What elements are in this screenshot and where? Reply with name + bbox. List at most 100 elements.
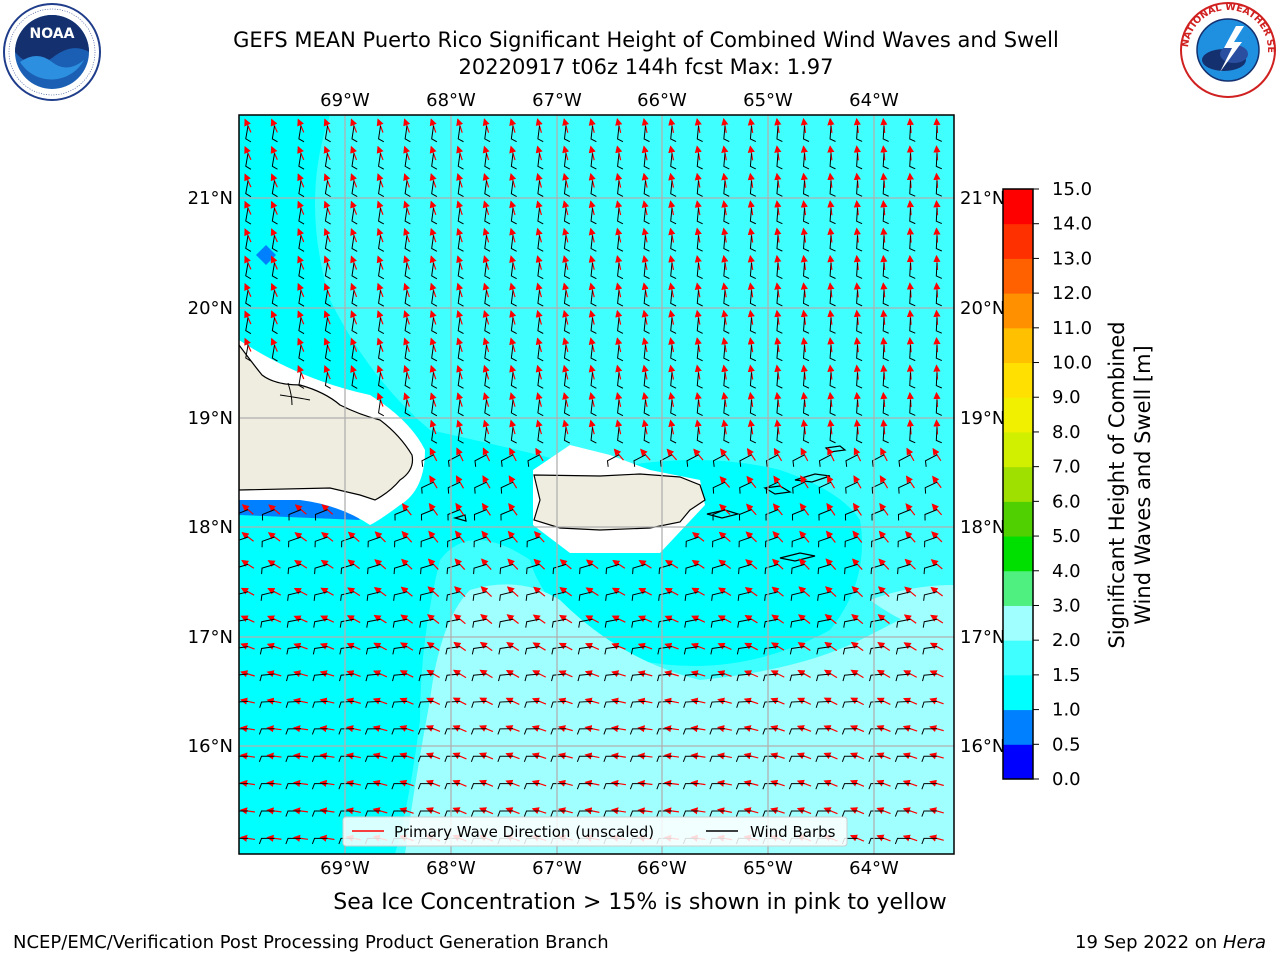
wind-barb xyxy=(765,509,779,521)
wind-barb xyxy=(285,700,302,708)
wind-barb xyxy=(765,454,779,467)
wind-barb xyxy=(802,399,810,416)
wind-barb xyxy=(776,235,783,252)
wind-barb xyxy=(870,563,885,575)
wind-barb xyxy=(792,454,805,467)
wind-barb xyxy=(829,153,836,170)
wave-direction-arrow xyxy=(824,614,837,625)
wind-barb xyxy=(762,783,778,790)
wind-barb xyxy=(313,591,328,601)
wind-barb xyxy=(239,673,249,676)
wave-direction-arrow xyxy=(717,615,732,624)
land-mona xyxy=(452,514,467,522)
wind-barb xyxy=(338,700,355,708)
wind-barb xyxy=(537,125,544,143)
wind-barb xyxy=(686,454,699,467)
wind-barb xyxy=(339,618,355,628)
wind-barb xyxy=(258,728,275,735)
wind-barb xyxy=(802,290,810,307)
wind-barb xyxy=(444,755,460,762)
wind-barb xyxy=(603,783,619,790)
wind-barb xyxy=(473,509,487,521)
wind-barb xyxy=(924,481,938,494)
colorbar-segment xyxy=(1003,744,1033,780)
wind-barb xyxy=(696,262,703,280)
wind-barb xyxy=(392,618,408,628)
map-frame xyxy=(238,114,955,855)
wind-barb xyxy=(617,262,624,280)
wind-barb xyxy=(484,372,491,389)
colorbar-tick-label: 0.0 xyxy=(1052,769,1081,790)
wind-barb xyxy=(391,810,407,817)
wind-barb xyxy=(497,783,513,790)
wind-barb xyxy=(444,728,461,735)
colorbar-label-line1: Significant Height of Combined xyxy=(1105,321,1129,648)
wind-barb xyxy=(711,591,726,601)
wind-barb xyxy=(261,536,275,548)
wind-barb xyxy=(473,563,487,575)
wind-barb xyxy=(365,673,381,682)
wind-barb xyxy=(935,208,943,225)
wind-barb xyxy=(239,728,249,730)
wind-barb xyxy=(311,755,328,762)
colorbar-segment xyxy=(1003,189,1033,225)
wind-barb xyxy=(709,783,725,790)
wind-barb xyxy=(527,454,540,467)
wind-barb xyxy=(845,454,858,467)
wind-barb xyxy=(404,345,411,362)
colorbar-segment xyxy=(1003,709,1033,745)
wind-barb xyxy=(829,345,836,362)
wave-direction-arrow xyxy=(427,614,440,624)
wind-barb xyxy=(537,153,544,170)
wind-barb xyxy=(749,372,757,389)
wind-barb xyxy=(685,563,699,575)
wind-barb xyxy=(711,563,726,575)
wind-barb xyxy=(935,153,943,170)
wind-barb xyxy=(630,646,646,655)
wind-barb xyxy=(510,180,517,197)
wind-barb xyxy=(896,591,911,601)
land-st-croix xyxy=(779,552,816,562)
wind-barb xyxy=(457,262,464,280)
wind-barb xyxy=(710,673,726,682)
wind-barb xyxy=(882,235,889,252)
wind-barb xyxy=(617,153,624,170)
lon-label-top: 68°W xyxy=(426,90,476,111)
wind-barb xyxy=(497,700,514,708)
wind-barb xyxy=(749,317,757,334)
colorbar-segment xyxy=(1003,397,1033,433)
wind-barb xyxy=(551,673,567,682)
wind-barb xyxy=(935,345,943,362)
wind-barb xyxy=(239,646,249,649)
wind-barb xyxy=(723,153,730,170)
wind-barb xyxy=(484,262,491,280)
wind-barb xyxy=(474,481,487,494)
wind-barb xyxy=(776,290,783,307)
wind-barb xyxy=(523,783,540,790)
wind-barb xyxy=(909,125,916,142)
colorbar-tick-label: 0.5 xyxy=(1052,734,1081,755)
wind-barb xyxy=(239,700,249,703)
wind-barb xyxy=(685,536,699,548)
wind-barb xyxy=(351,290,358,307)
wind-barb xyxy=(882,372,889,389)
wind-barb xyxy=(789,646,805,655)
wind-barb xyxy=(856,372,863,389)
wind-barb xyxy=(271,125,278,143)
wave-direction-arrow xyxy=(691,615,706,623)
wave-direction-arrow xyxy=(903,614,917,624)
wind-barb xyxy=(909,180,916,197)
wind-barb xyxy=(643,290,650,307)
wind-barb xyxy=(870,591,885,601)
wind-barb xyxy=(842,700,858,708)
wind-barb xyxy=(909,317,916,334)
wave-direction-arrow xyxy=(826,502,836,516)
wind-barb xyxy=(351,262,358,280)
wind-barb xyxy=(285,810,301,817)
wind-barb xyxy=(749,208,757,225)
wind-barb xyxy=(391,728,408,735)
colorbar-segment xyxy=(1003,501,1033,537)
wind-barb xyxy=(749,180,757,197)
wind-barb xyxy=(404,125,411,143)
wind-barb xyxy=(378,317,385,335)
